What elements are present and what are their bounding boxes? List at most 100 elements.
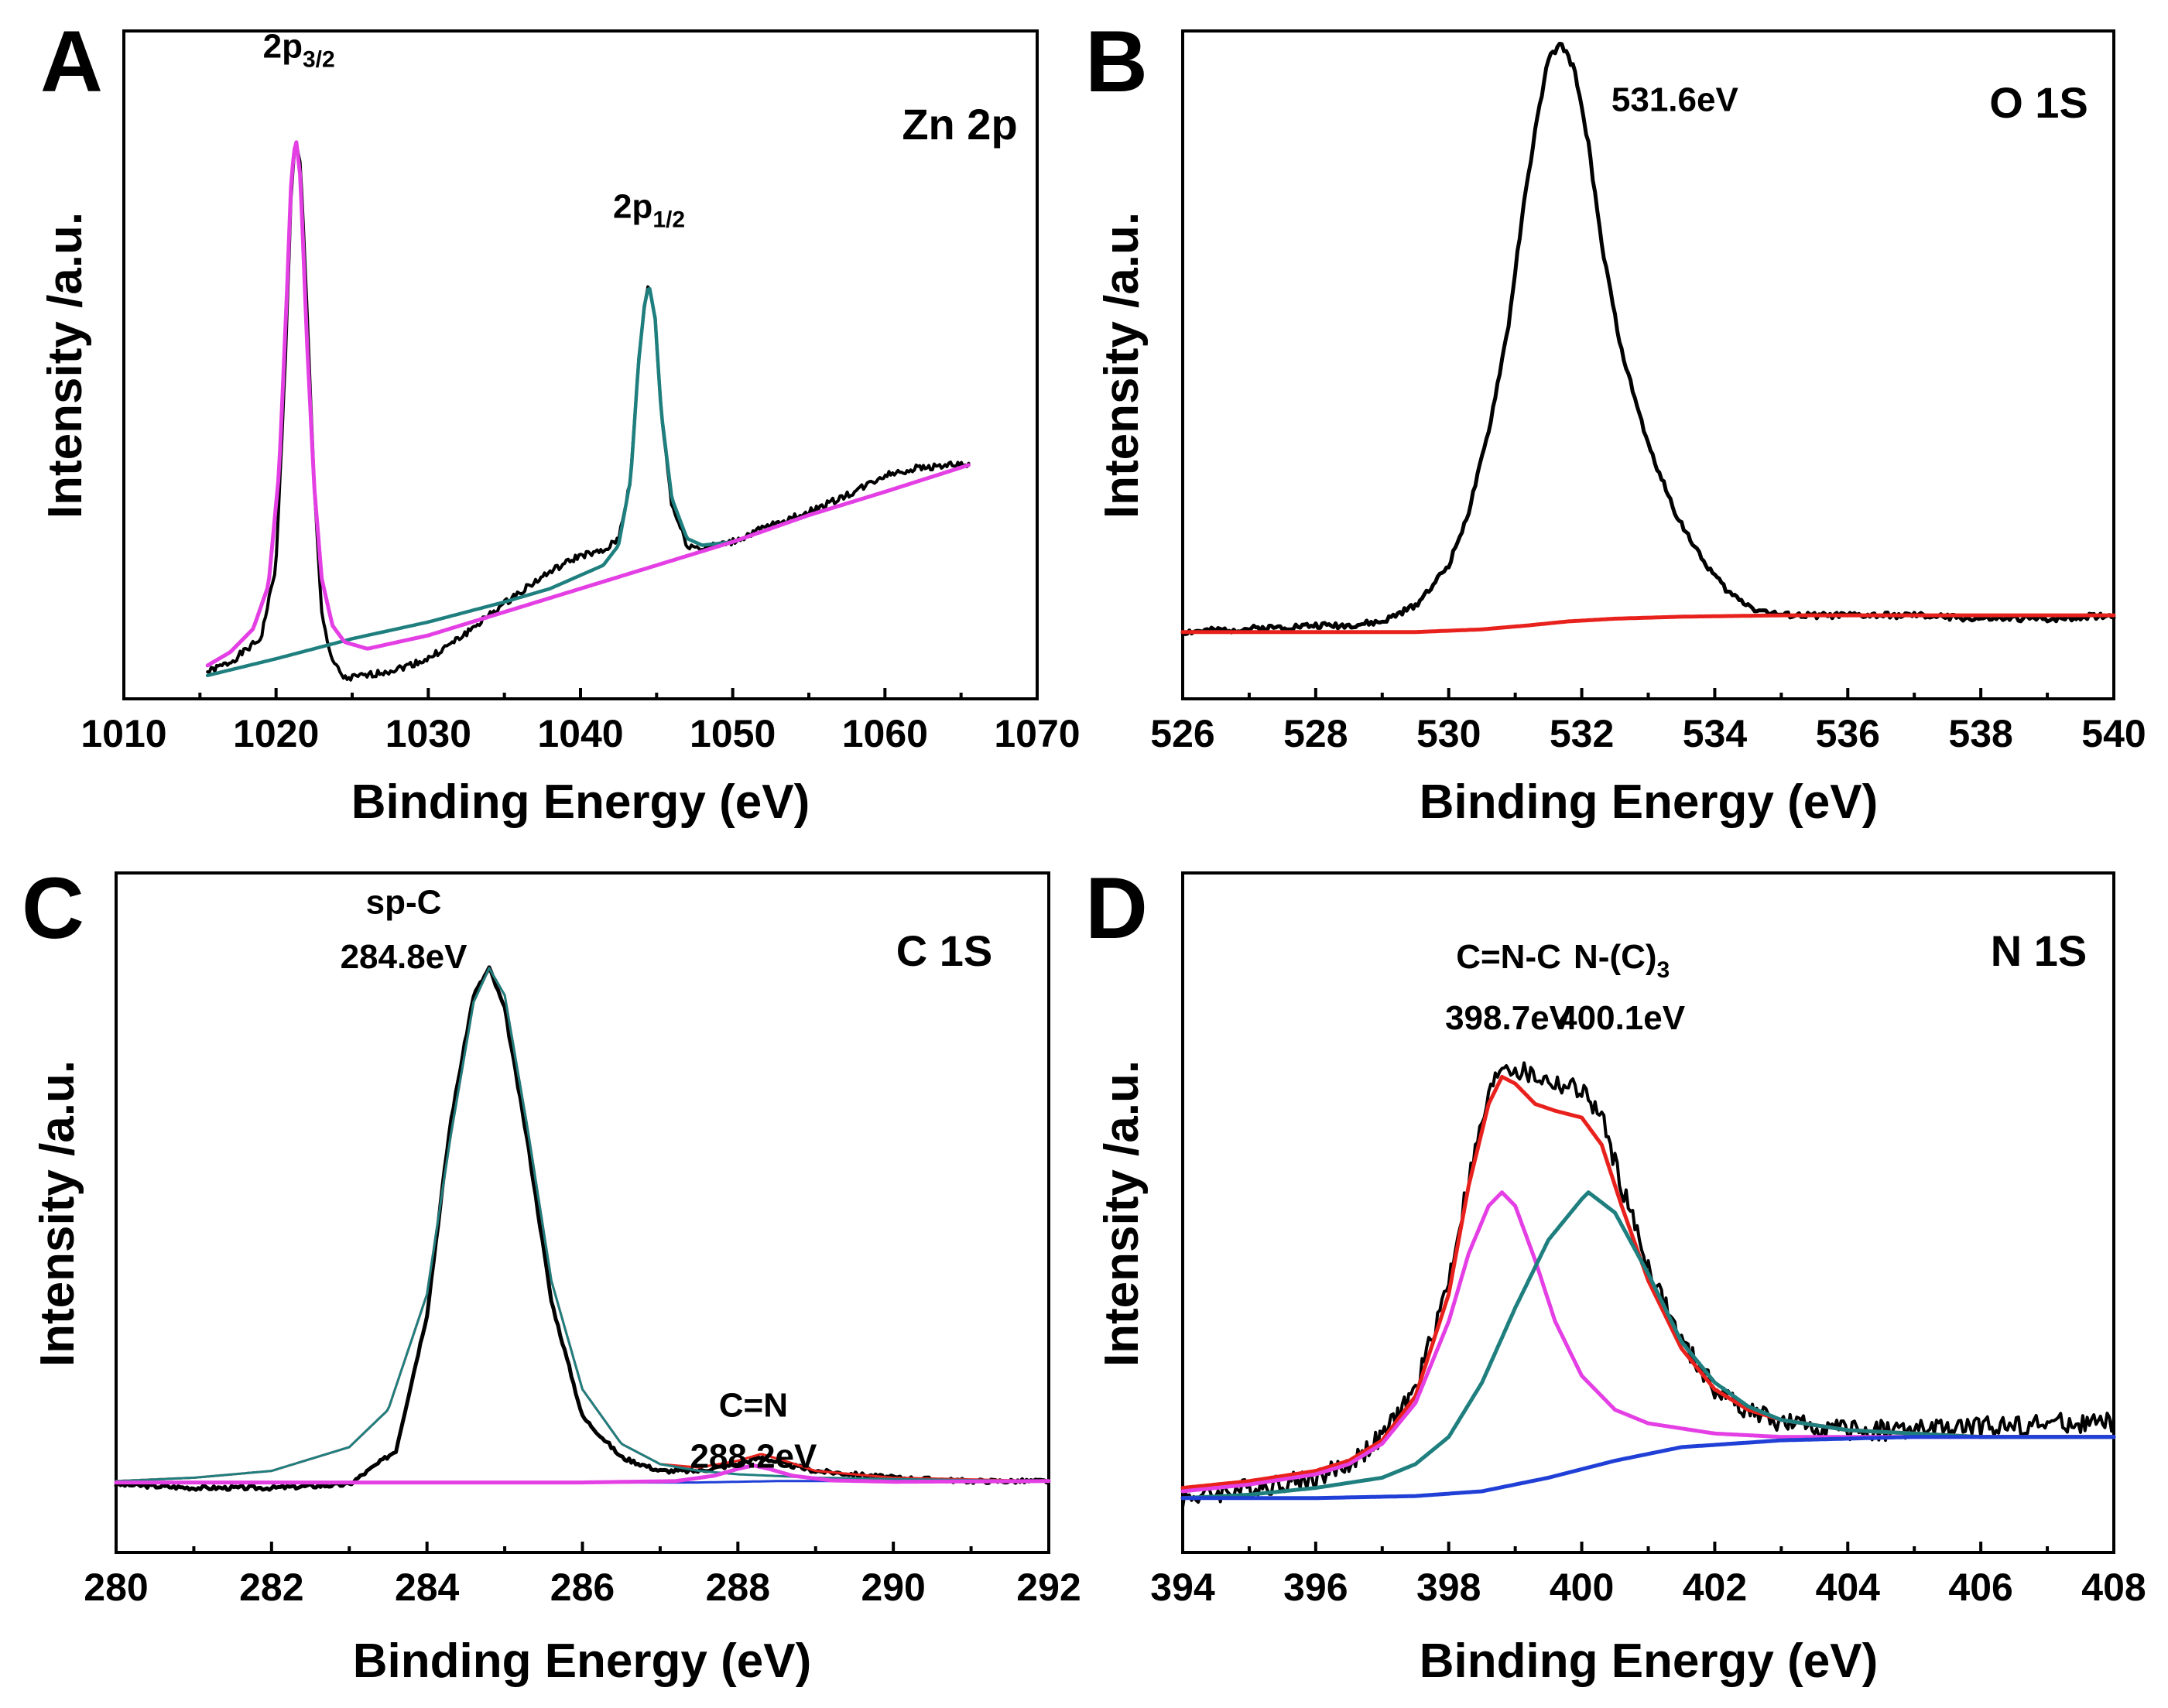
peak-label: 288.2eV [690,1437,817,1475]
x-ticks: 1010 1020 1030 1040 1050 1060 1070 [80,688,1081,755]
curve-c-n-c-fit [1180,1190,2116,1494]
panel-a: A Zn 2p Intensity /a.u. Binding Energy (… [39,13,1081,829]
x-tick-label: 406 [1948,1566,2012,1609]
x-tick-label: 1020 [233,712,319,755]
peak-label-text: 398.7eV [1445,999,1573,1037]
curve-c-n-fit [114,1463,1051,1485]
peak-label-text: C=N [719,1386,788,1424]
curves [114,965,1051,1492]
x-axis-title: Binding Energy (eV) [1420,775,1878,829]
x-tick-label: 534 [1683,712,1748,755]
panel-letter: D [1085,860,1148,957]
spectrum-title: Zn 2p [902,100,1017,149]
panel-letter: B [1085,13,1148,110]
x-tick-label: 396 [1283,1566,1348,1609]
panel-b: B O 1S Intensity /a.u. Binding Energy (e… [1085,13,2146,829]
peak-label: 2p3/2 [263,28,335,73]
x-tick-label: 1060 [842,712,928,755]
curve-envelope [115,967,1050,1483]
x-tick-label: 526 [1150,712,1214,755]
peak-label: sp-C [366,884,442,922]
plot-frame [122,29,1039,700]
panel-letter: A [40,13,103,110]
y-axis-title: Intensity /a.u. [39,212,92,519]
curve-sp-c-fit [115,967,1050,1483]
curve-raw [1181,1061,2115,1509]
peak-label-text: 400.1eV [1558,999,1686,1037]
x-tick-label: 280 [84,1566,148,1609]
x-tick-label: 398 [1416,1566,1481,1609]
peak-label-text: sp-C [366,884,442,922]
x-tick-label: 408 [2081,1566,2146,1609]
peak-label: C=N-C [1456,938,1561,976]
x-tick-label: 292 [1016,1566,1081,1609]
peak-label-text: 2p [263,28,303,66]
x-tick-label: 286 [550,1566,615,1609]
x-ticks: 394 396 398 400 402 404 406 408 [1150,1542,2146,1609]
x-tick-label: 1010 [80,712,166,755]
x-tick-label: 400 [1550,1566,1614,1609]
peak-label: 398.7eV [1445,999,1573,1037]
peak-label: 400.1eV [1558,999,1686,1037]
peak-label-text: 284.8eV [341,938,468,976]
peak-label-subscript: 1/2 [652,207,685,233]
curves [1180,1061,2116,1509]
curve-raw [114,965,1051,1492]
x-tick-label: 536 [1816,712,1880,755]
peak-label-text: 288.2eV [690,1437,817,1475]
panel-d: D N 1S Intensity /a.u. Binding Energy (e… [1085,860,2146,1688]
x-tick-label: 1050 [690,712,776,755]
x-tick-label: 538 [1948,712,2012,755]
x-tick-label: 284 [395,1566,460,1609]
x-tick-label: 528 [1283,712,1348,755]
y-axis-title: Intensity /a.u. [1095,212,1149,519]
curves [205,140,971,682]
peak-label-text: N-(C) [1574,938,1657,976]
peak-label-subscript: 3 [1657,957,1670,983]
x-tick-label: 290 [861,1566,925,1609]
x-tick-label: 282 [239,1566,303,1609]
x-tick-label: 404 [1816,1566,1881,1609]
annotations: sp-C 284.8eV C=N 288.2eV [341,884,817,1476]
peak-label-text: 531.6eV [1611,81,1739,119]
x-tick-label: 1070 [994,712,1080,755]
curve-background [1180,1435,2116,1501]
spectrum-title: N 1S [1991,926,2088,975]
x-axis-title: Binding Energy (eV) [353,1634,811,1688]
x-tick-label: 1040 [537,712,623,755]
peak-label: 531.6eV [1611,81,1739,119]
x-tick-label: 530 [1416,712,1481,755]
peak-label: N-(C)3 [1574,938,1670,983]
curves [1180,42,2116,636]
panel-c: C C 1S Intensity /a.u. Binding Energy (e… [22,860,1081,1688]
peak-label-text: C=N-C [1456,938,1561,976]
spectrum-title: C 1S [896,926,993,975]
peak-label-subscript: 3/2 [303,47,335,73]
y-axis-title: Intensity /a.u. [1095,1060,1149,1367]
peak-label: C=N [719,1386,788,1424]
plot-frame [1181,29,2115,700]
curve-raw [1180,42,2116,636]
spectrum-title: O 1S [1989,78,2088,127]
x-tick-label: 288 [706,1566,770,1609]
curve-background [1180,613,2116,635]
x-axis-title: Binding Energy (eV) [1420,1634,1878,1688]
x-tick-label: 1030 [385,712,471,755]
x-ticks: 526 528 530 532 534 536 538 540 [1150,688,2146,755]
peak-label: 284.8eV [341,938,468,976]
peak-label-text: 2p [613,188,652,226]
x-tick-label: 532 [1550,712,1614,755]
panel-letter: C [22,860,84,957]
x-tick-label: 402 [1683,1566,1747,1609]
peak-label: 2p1/2 [613,188,685,233]
annotations: 531.6eV [1611,81,1739,119]
curve-raw [206,140,971,682]
x-tick-label: 394 [1150,1566,1215,1609]
curve-zn-2p3-2-fit [205,140,971,668]
x-axis-title: Binding Energy (eV) [351,775,810,829]
y-axis-title: Intensity /a.u. [31,1060,84,1367]
x-tick-label: 540 [2081,712,2146,755]
